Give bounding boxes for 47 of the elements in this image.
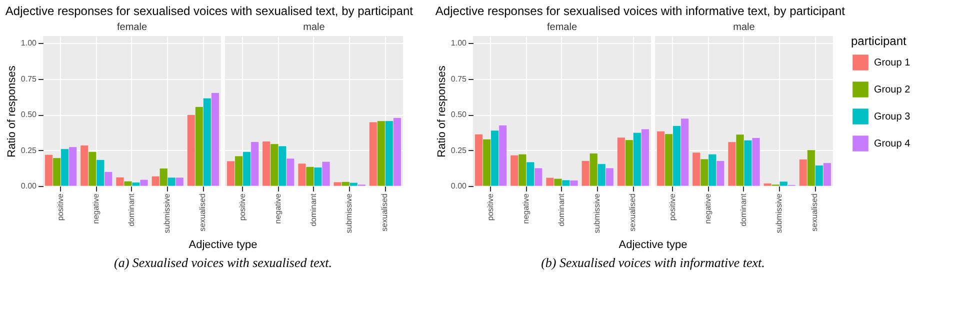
- y-tick-label: 0.00: [450, 182, 468, 190]
- x-tick-label: submissive: [344, 192, 354, 234]
- x-axis-title: Adjective type: [188, 239, 258, 251]
- chart-subtitle: male: [733, 22, 756, 33]
- y-axis-title: Ratio of responses: [436, 65, 448, 158]
- x-tick-label: dominant: [309, 192, 318, 226]
- x-axis-title: Adjective type: [618, 239, 688, 251]
- x-tick-label: submissive: [774, 192, 784, 234]
- x-tick-label: negative: [91, 192, 100, 224]
- x-tick-label: positive: [56, 192, 65, 221]
- legend-label: Group 3: [874, 112, 911, 122]
- chart-title: Adjective responses for sexualised voices with sexualised text, by participant: [5, 4, 414, 18]
- chart-subtitle: male: [303, 22, 326, 33]
- y-tick-label: 1.00: [20, 38, 38, 48]
- x-tick-label: submissive: [592, 192, 602, 234]
- text: (a) Sexualised voices with sexualised text.: [114, 255, 332, 270]
- legend-title: participant: [851, 34, 908, 48]
- y-tick-label: 0.25: [450, 146, 468, 155]
- x-tick-label: dominant: [127, 192, 136, 226]
- text: (b) Sexualised voices with informative text.: [541, 255, 765, 270]
- y-tick-label: 0.75: [20, 74, 38, 84]
- y-axis-title: Ratio of responses: [6, 65, 18, 158]
- y-tick-label: 0.25: [20, 146, 38, 155]
- legend-label: Group 4: [874, 138, 911, 150]
- y-tick-label: 0.00: [20, 182, 38, 190]
- y-tick-label: 0.50: [20, 110, 38, 120]
- y-tick-label: 0.50: [450, 110, 468, 120]
- x-tick-label: sexualised: [380, 194, 390, 232]
- x-tick-label: submissive: [162, 192, 172, 234]
- x-tick-label: dominant: [739, 192, 748, 226]
- x-tick-label: sexualised: [628, 194, 638, 232]
- chart-title: Adjective responses for sexualised voices with informative text, by participant: [435, 4, 846, 18]
- chart-subtitle: female: [546, 22, 578, 33]
- legend-label: Group 2: [874, 84, 911, 96]
- y-tick-label: 1.00: [450, 38, 468, 48]
- x-tick-label: dominant: [557, 192, 566, 226]
- x-tick-label: positive: [668, 192, 677, 221]
- x-tick-label: sexualised: [810, 194, 820, 232]
- chart-subtitle: female: [116, 22, 148, 33]
- x-tick-label: sexualised: [198, 194, 208, 232]
- x-tick-label: positive: [486, 192, 495, 221]
- x-tick-label: negative: [703, 192, 712, 224]
- y-tick-label: 0.75: [450, 74, 468, 84]
- x-tick-label: negative: [273, 192, 282, 224]
- legend-label: Group 1: [874, 58, 911, 68]
- x-tick-label: positive: [238, 192, 247, 221]
- x-tick-label: negative: [521, 192, 530, 224]
